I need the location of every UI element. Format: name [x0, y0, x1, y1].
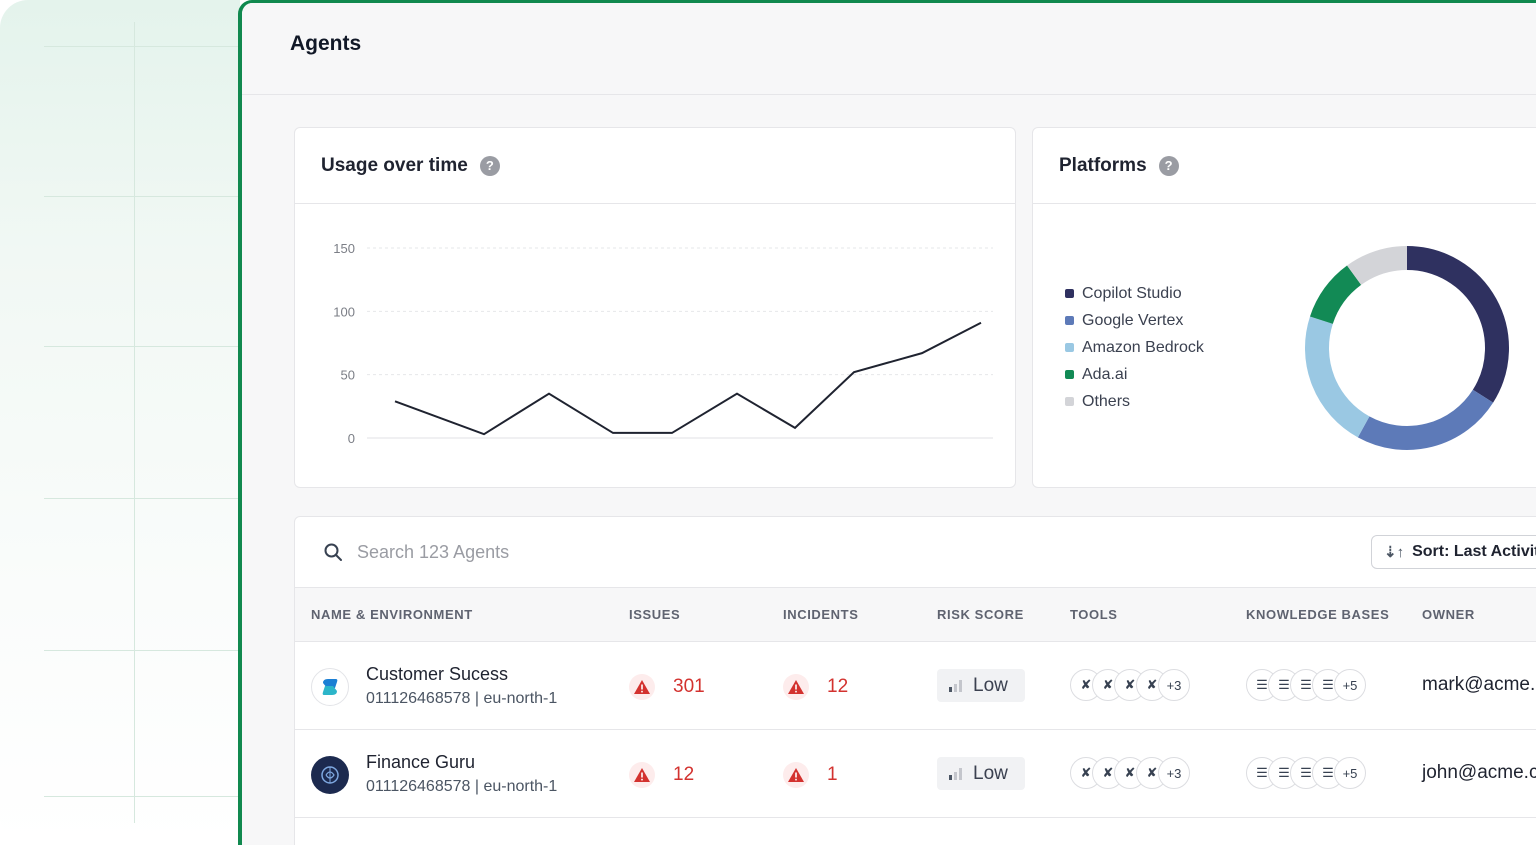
legend-label: Copilot Studio [1082, 284, 1182, 302]
legend-item[interactable]: Ada.ai [1065, 361, 1204, 388]
legend-label: Others [1082, 392, 1131, 410]
risk-score-label: Low [973, 674, 1008, 696]
y-tick-label: 100 [333, 304, 355, 319]
column-header-tools[interactable]: TOOLS [1070, 607, 1118, 622]
risk-score-badge: Low [937, 757, 1025, 790]
y-tick-label: 150 [333, 241, 355, 256]
more-kb-count: +5 [1334, 669, 1366, 701]
warning-icon [629, 762, 655, 788]
agent-name[interactable]: Finance Guru [366, 752, 476, 772]
incidents-count: 12 [827, 676, 849, 697]
app-window: Agents Usage over time ? 0 50 100 150 Platf… [238, 0, 1536, 845]
warning-icon [783, 674, 809, 700]
risk-score-label: Low [973, 762, 1008, 784]
tools-avatars[interactable]: ✘ ✘ ✘ ✘ +3 [1070, 669, 1190, 701]
platforms-card: Platforms ? Copilot Studio Google Vertex A… [1032, 127, 1536, 488]
agents-table-card: ⇣↑ Sort: Last Activity NAME & ENVIRONMEN… [294, 516, 1536, 845]
donut-slice[interactable] [1305, 316, 1370, 438]
legend-swatch [1065, 370, 1074, 379]
platforms-card-title: Platforms [1059, 154, 1147, 176]
help-icon[interactable]: ? [1158, 155, 1179, 176]
column-header-knowledge-bases[interactable]: KNOWLEDGE BASES [1246, 607, 1390, 622]
column-header-risk-score[interactable]: RISK SCORE [937, 607, 1024, 622]
search-icon [324, 543, 342, 561]
column-header-incidents[interactable]: INCIDENTS [783, 607, 859, 622]
y-tick-label: 0 [348, 431, 355, 446]
brain-icon [311, 756, 349, 794]
issues-cell: 12 [629, 762, 694, 788]
decorative-background [0, 0, 240, 845]
legend-item[interactable]: Google Vertex [1065, 307, 1204, 334]
copilot-icon [311, 668, 349, 706]
legend-label: Amazon Bedrock [1082, 338, 1204, 356]
column-header-issues[interactable]: ISSUES [629, 607, 681, 622]
help-icon[interactable]: ? [479, 155, 500, 176]
sort-button[interactable]: ⇣↑ Sort: Last Activity [1371, 535, 1536, 569]
warning-icon [629, 674, 655, 700]
donut-slice[interactable] [1347, 246, 1408, 286]
issues-cell: 301 [629, 674, 705, 700]
incidents-cell: 1 [783, 762, 838, 788]
legend-item[interactable]: Others [1065, 388, 1204, 415]
agent-environment: 011126468578 | eu-north-1 [366, 778, 558, 795]
donut-slice[interactable] [1406, 246, 1509, 403]
agent-name[interactable]: Customer Sucess [366, 664, 509, 684]
table-header: NAME & ENVIRONMENT ISSUES INCIDENTS RISK… [295, 588, 1536, 642]
search-input[interactable] [357, 541, 757, 563]
agent-environment: 011126468578 | eu-north-1 [366, 690, 558, 707]
table-row[interactable]: Customer Sucess 011126468578 | eu-north-… [295, 642, 1536, 730]
legend-item[interactable]: Amazon Bedrock [1065, 334, 1204, 361]
legend-label: Google Vertex [1082, 311, 1184, 329]
incidents-count: 1 [827, 764, 838, 785]
column-header-owner[interactable]: OWNER [1422, 607, 1475, 622]
sort-icon: ⇣↑ [1384, 544, 1405, 561]
legend-swatch [1065, 343, 1074, 352]
donut-slice[interactable] [1357, 389, 1494, 450]
knowledge-bases-avatars[interactable]: ☰ ☰ ☰ ☰ +5 [1246, 757, 1366, 789]
signal-bars-icon [949, 767, 962, 780]
legend-item[interactable]: Copilot Studio [1065, 280, 1204, 307]
usage-card-title: Usage over time [321, 154, 468, 176]
legend-swatch [1065, 289, 1074, 298]
page-title: Agents [290, 31, 362, 55]
issues-count: 301 [673, 676, 705, 697]
owner-email: john@acme.com [1422, 762, 1536, 783]
incidents-cell: 12 [783, 674, 848, 700]
platforms-donut-chart [1305, 246, 1509, 450]
table-row[interactable]: Finance Guru 011126468578 | eu-north-1 1… [295, 730, 1536, 818]
search-bar: ⇣↑ Sort: Last Activity [295, 517, 1536, 588]
donut-slice[interactable] [1309, 265, 1362, 325]
usage-card-header: Usage over time ? [295, 128, 1015, 204]
knowledge-bases-avatars[interactable]: ☰ ☰ ☰ ☰ +5 [1246, 669, 1366, 701]
usage-line-chart: 0 50 100 150 [333, 241, 993, 446]
page-header: Agents [242, 3, 1536, 95]
more-tools-count: +3 [1158, 757, 1190, 789]
usage-over-time-card: Usage over time ? 0 50 100 150 [294, 127, 1016, 488]
platforms-legend: Copilot Studio Google Vertex Amazon Bedroc… [1065, 280, 1204, 415]
sort-label: Sort: Last Activity [1412, 543, 1536, 560]
issues-count: 12 [673, 764, 695, 785]
risk-score-badge: Low [937, 669, 1025, 702]
legend-swatch [1065, 316, 1074, 325]
usage-series-line [394, 321, 982, 436]
column-header-name[interactable]: NAME & ENVIRONMENT [311, 607, 473, 622]
platforms-card-header: Platforms ? [1033, 128, 1536, 204]
signal-bars-icon [949, 679, 962, 692]
y-tick-label: 50 [341, 368, 355, 383]
warning-icon [783, 762, 809, 788]
legend-label: Ada.ai [1082, 365, 1128, 383]
more-kb-count: +5 [1334, 757, 1366, 789]
tools-avatars[interactable]: ✘ ✘ ✘ ✘ +3 [1070, 757, 1190, 789]
more-tools-count: +3 [1158, 669, 1190, 701]
owner-email: mark@acme.com [1422, 674, 1536, 695]
legend-swatch [1065, 397, 1074, 406]
